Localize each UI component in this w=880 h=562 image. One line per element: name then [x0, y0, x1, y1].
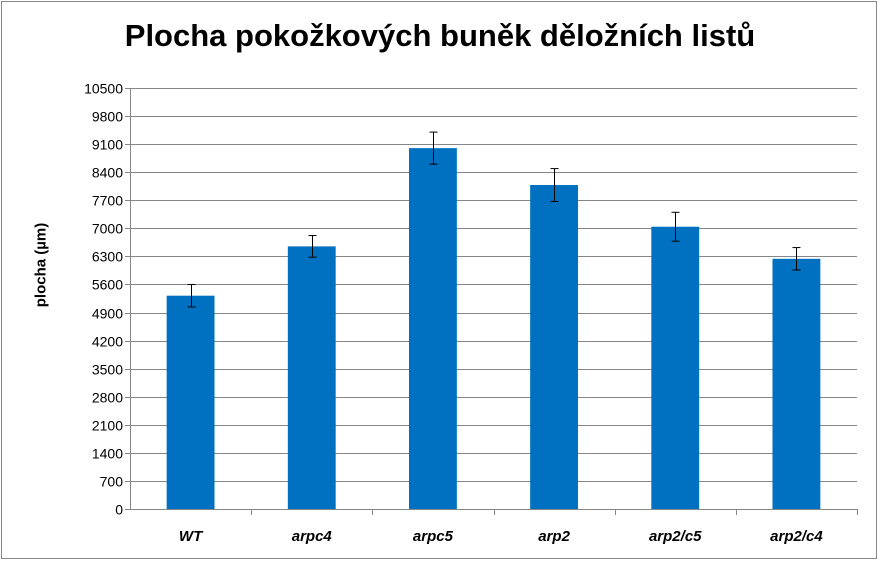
y-tick-label: 7700	[92, 193, 123, 209]
x-tick-label: arp2/c4	[770, 528, 823, 545]
y-tick-label: 10500	[84, 81, 123, 97]
x-tick-label: arpc5	[413, 528, 454, 545]
chart-title: Plocha pokožkových buněk děložních listů	[124, 18, 756, 53]
y-tick-label: 1400	[92, 446, 123, 462]
x-tick-label: WT	[179, 528, 204, 545]
x-tick-label: arpc4	[292, 528, 333, 545]
x-tick-label: arp2	[538, 528, 570, 545]
y-tick-label: 2100	[92, 418, 123, 434]
y-tick-label: 6300	[92, 249, 123, 265]
y-tick-label: 2800	[92, 390, 123, 406]
bar	[772, 258, 821, 509]
x-tick-label: arp2/c5	[649, 528, 702, 545]
y-tick-label: 5600	[92, 277, 123, 293]
y-tick-label: 0	[115, 502, 123, 518]
bar	[287, 246, 336, 509]
y-tick-label: 7000	[92, 221, 123, 237]
bar	[408, 148, 457, 509]
y-tick-label: 3500	[92, 362, 123, 378]
bar	[651, 226, 700, 509]
bar	[530, 185, 579, 510]
y-tick-label: 700	[100, 474, 124, 490]
y-tick-label: 4900	[92, 306, 123, 322]
y-tick-label: 4200	[92, 334, 123, 350]
y-tick-label: 9100	[92, 137, 123, 153]
bar	[166, 295, 215, 509]
y-tick-label: 8400	[92, 165, 123, 181]
y-tick-label: 9800	[92, 109, 123, 125]
